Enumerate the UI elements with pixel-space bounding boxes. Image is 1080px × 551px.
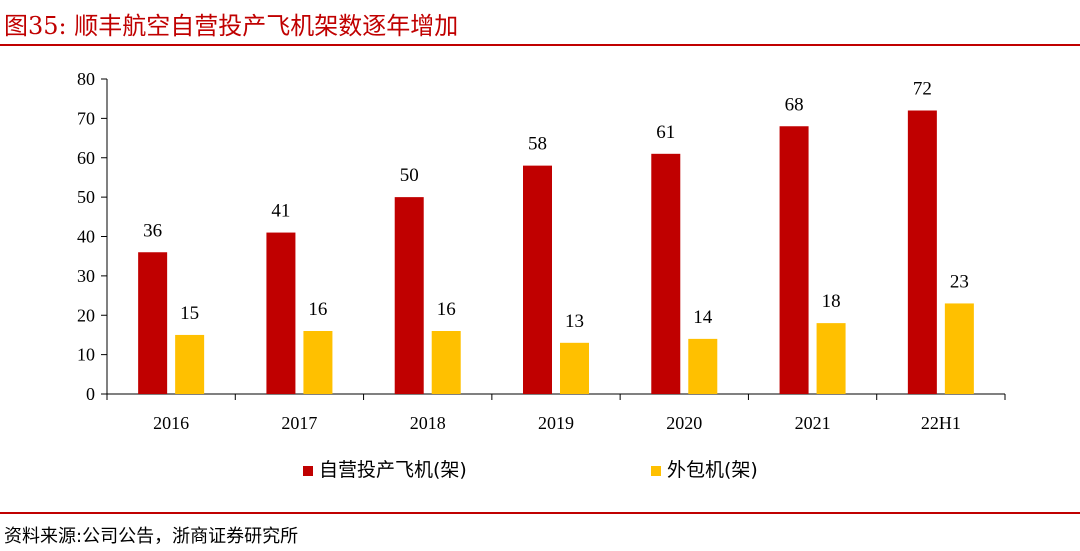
bar-value-label: 72 bbox=[913, 79, 932, 100]
source-note: 资料来源:公司公告，浙商证券研究所 bbox=[4, 526, 299, 547]
footer-divider bbox=[0, 512, 1080, 514]
bar bbox=[431, 331, 461, 394]
bar bbox=[523, 165, 552, 394]
bar-value-label: 16 bbox=[437, 299, 456, 320]
bar-value-label: 18 bbox=[822, 291, 841, 312]
bar bbox=[560, 342, 589, 394]
bars bbox=[138, 110, 974, 394]
x-tick-label: 2018 bbox=[410, 413, 446, 433]
bar-value-label: 41 bbox=[271, 201, 290, 222]
legend: 自营投产飞机(架) 外包机(架) bbox=[303, 459, 758, 481]
legend-swatch bbox=[651, 466, 661, 476]
bar bbox=[688, 338, 718, 394]
bar-value-label: 13 bbox=[565, 311, 584, 332]
bar bbox=[651, 153, 681, 394]
bar bbox=[816, 323, 846, 394]
bar-value-label: 23 bbox=[950, 271, 969, 292]
y-tick-label: 50 bbox=[77, 187, 95, 207]
x-tick-label: 2021 bbox=[795, 413, 831, 433]
y-tick-label: 60 bbox=[77, 148, 95, 168]
legend-label: 外包机(架) bbox=[667, 459, 758, 481]
bar-value-label: 16 bbox=[308, 299, 327, 320]
x-tick-label: 2020 bbox=[666, 413, 702, 433]
bar-value-label: 50 bbox=[400, 165, 419, 186]
bar bbox=[394, 197, 424, 394]
x-tick-label: 2016 bbox=[153, 413, 189, 433]
bar bbox=[944, 303, 974, 394]
legend-label: 自营投产飞机(架) bbox=[319, 459, 467, 481]
y-tick-label: 30 bbox=[77, 266, 95, 286]
bar bbox=[175, 334, 205, 394]
bar-labels: 36 15 41 16 50 16 58 13 61 14 68 18 72 23 bbox=[143, 79, 969, 332]
bar-value-label: 68 bbox=[785, 94, 804, 115]
bar bbox=[303, 331, 333, 394]
y-tick-label: 80 bbox=[77, 69, 95, 89]
y-tick-label: 70 bbox=[77, 108, 95, 128]
x-tick-label: 2017 bbox=[281, 413, 317, 433]
y-tick-label: 40 bbox=[77, 227, 95, 247]
bar-value-label: 15 bbox=[180, 303, 199, 324]
x-axis: 2016 2017 2018 2019 2020 2021 22H1 bbox=[106, 393, 1006, 433]
bar-value-label: 36 bbox=[143, 220, 162, 241]
y-tick-label: 20 bbox=[77, 305, 95, 325]
y-tick-label: 0 bbox=[86, 384, 95, 404]
bar bbox=[907, 110, 937, 394]
bar-value-label: 14 bbox=[693, 307, 713, 328]
y-tick-label: 10 bbox=[77, 345, 95, 365]
x-tick-label: 2019 bbox=[538, 413, 574, 433]
y-axis: 0 10 20 30 40 50 60 70 80 bbox=[77, 69, 108, 404]
x-tick-label: 22H1 bbox=[921, 413, 961, 433]
figure-header: 图35: 顺丰航空自营投产飞机架数逐年增加 bbox=[0, 0, 1080, 46]
figure-title: 图35: 顺丰航空自营投产飞机架数逐年增加 bbox=[4, 12, 459, 40]
bar bbox=[266, 232, 296, 394]
bar-value-label: 58 bbox=[528, 134, 547, 155]
legend-swatch bbox=[303, 466, 313, 476]
bar bbox=[779, 126, 809, 394]
bar-value-label: 61 bbox=[656, 122, 675, 143]
bar bbox=[138, 252, 168, 394]
